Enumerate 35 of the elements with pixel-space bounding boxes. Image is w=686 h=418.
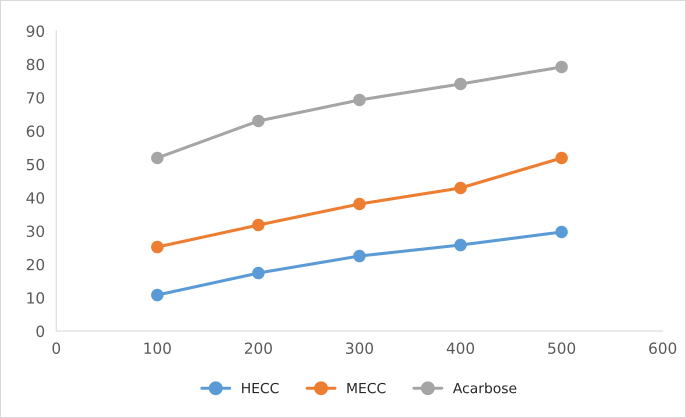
point xyxy=(353,250,366,262)
point xyxy=(252,266,265,280)
point xyxy=(454,182,467,194)
y-tick-label: 90 xyxy=(26,25,44,37)
y-tick-label: 80 xyxy=(26,58,44,70)
point xyxy=(151,288,164,302)
point xyxy=(151,240,164,254)
point xyxy=(555,226,568,238)
legend-label: HECC xyxy=(242,382,279,394)
point xyxy=(454,78,467,90)
point xyxy=(252,218,265,232)
legend-label: MECC xyxy=(347,382,386,394)
y-tick-label: 70 xyxy=(26,92,44,104)
y-tick-label: 10 xyxy=(27,292,44,304)
x-tick-label: 300 xyxy=(346,342,374,354)
point xyxy=(353,94,366,106)
point xyxy=(353,198,366,210)
x-tick-label: 600 xyxy=(649,342,676,354)
x-tick-label: 100 xyxy=(144,342,171,354)
point xyxy=(151,152,164,164)
x-tick-label: 200 xyxy=(244,342,272,354)
point xyxy=(555,152,568,164)
y-tick-label: 40 xyxy=(26,192,44,204)
y-tick-label: 50 xyxy=(26,158,44,170)
y-tick-label: 60 xyxy=(26,125,44,137)
y-tick-label: 20 xyxy=(26,258,44,270)
x-tick-label: 500 xyxy=(548,342,576,354)
legend-label: Acarbose xyxy=(452,382,516,394)
x-tick-label: 400 xyxy=(446,342,474,354)
point xyxy=(555,60,568,74)
y-tick-label: 0 xyxy=(36,326,44,338)
point xyxy=(454,238,467,252)
point xyxy=(252,114,265,128)
y-tick-label: 30 xyxy=(26,225,44,238)
x-tick-label: 0 xyxy=(52,342,60,354)
